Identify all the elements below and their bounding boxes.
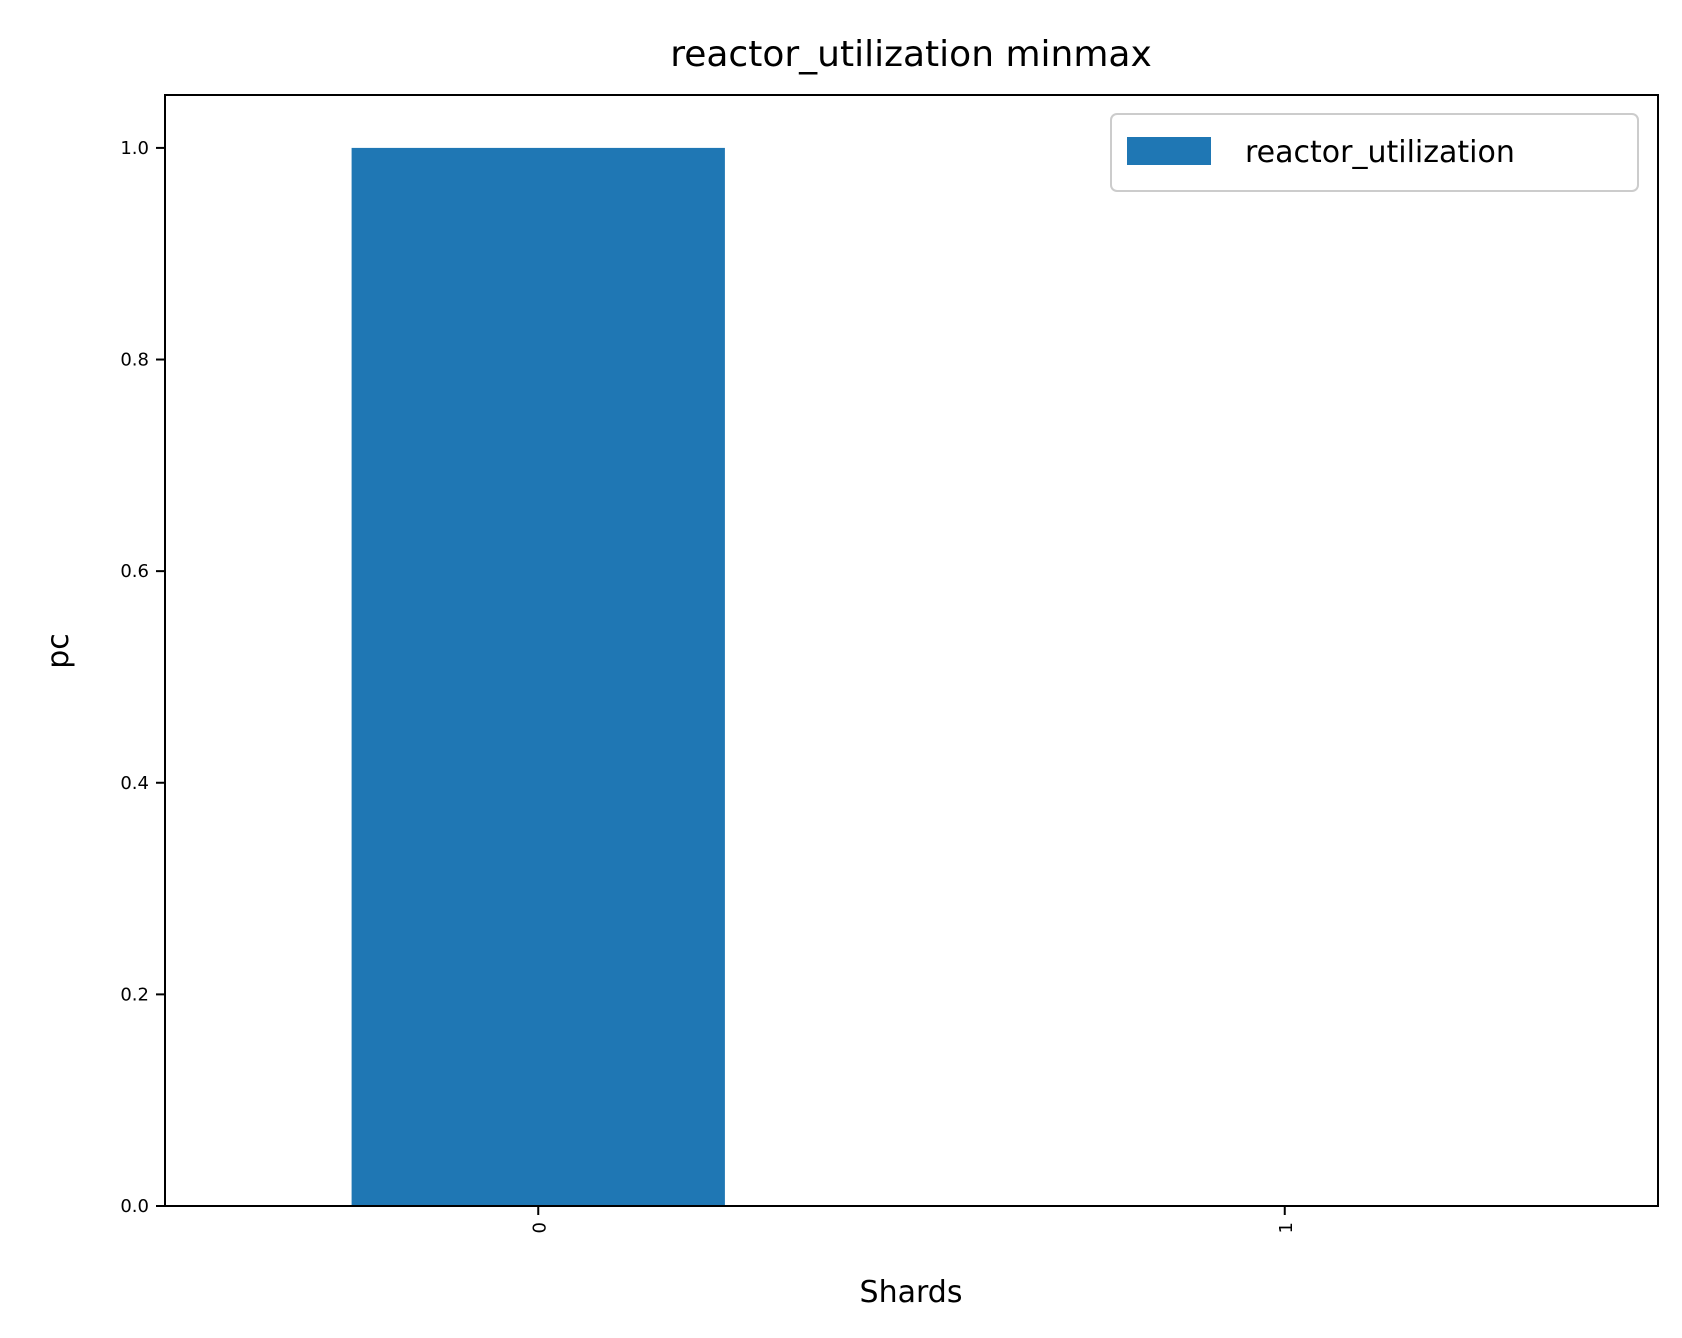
y-axis-label: pc — [41, 633, 76, 669]
legend: reactor_utilization — [1110, 113, 1639, 192]
bars-group — [351, 147, 725, 1206]
chart-title: reactor_utilization minmax — [670, 34, 1152, 75]
legend-label: reactor_utilization — [1245, 135, 1515, 170]
y-axis-ticks: 0.0 0.2 0.4 0.6 0.8 1.0 — [120, 138, 165, 1217]
y-tick-label: 0.0 — [120, 1196, 149, 1217]
x-tick-label: 0 — [529, 1222, 550, 1233]
y-tick-label: 0.2 — [120, 984, 149, 1005]
plot-area-frame — [164, 94, 1659, 1207]
y-tick-label: 0.6 — [120, 561, 149, 582]
y-tick-label: 0.8 — [120, 350, 149, 371]
x-tick-label: 1 — [1276, 1222, 1297, 1233]
y-tick-label: 0.4 — [120, 773, 149, 794]
y-tick-label: 1.0 — [120, 138, 149, 159]
x-axis-label: Shards — [860, 1275, 963, 1310]
bar-0 — [351, 147, 725, 1206]
legend-swatch — [1127, 137, 1211, 165]
legend-frame — [1110, 113, 1639, 192]
